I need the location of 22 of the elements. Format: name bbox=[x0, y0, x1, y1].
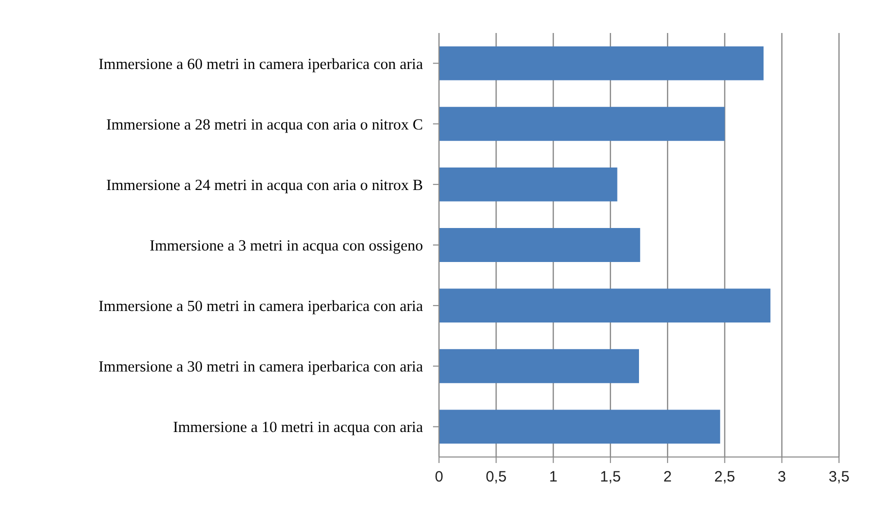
y-tick-label: Immersione a 60 metri in camera iperbarica con aria bbox=[98, 56, 424, 73]
x-tick-label: 2,5 bbox=[714, 468, 736, 486]
bar bbox=[439, 228, 640, 262]
bar bbox=[439, 106, 725, 141]
x-tick-label: 3 bbox=[778, 468, 786, 486]
x-tick-label: 1,5 bbox=[600, 468, 621, 486]
bar bbox=[439, 288, 770, 323]
y-tick-label: Immersione a 30 metri in camera iperbarica con aria bbox=[98, 358, 424, 376]
y-tick-label: Immersione a 50 metri in camera iperbarica con aria bbox=[98, 298, 424, 316]
y-tick-label: Immersione a 24 metri in acqua con aria o nitrox B bbox=[106, 176, 423, 194]
bar bbox=[439, 349, 639, 384]
bar bbox=[439, 410, 720, 444]
y-tick-label: Immersione a 3 metri in acqua con ossigeno bbox=[150, 238, 424, 255]
bar bbox=[439, 46, 764, 80]
y-tick-label: Immersione a 10 metri in acqua con aria bbox=[172, 419, 424, 436]
bar bbox=[439, 167, 618, 202]
x-tick-label: 2 bbox=[663, 468, 672, 486]
y-tick-label: Immersione a 28 metri in acqua con aria o nitrox C bbox=[106, 116, 423, 134]
x-tick-label: 0,5 bbox=[486, 468, 507, 486]
x-tick-label: 3,5 bbox=[828, 468, 850, 486]
x-tick-label: 0 bbox=[434, 468, 444, 486]
x-tick-label: 1 bbox=[549, 468, 558, 486]
